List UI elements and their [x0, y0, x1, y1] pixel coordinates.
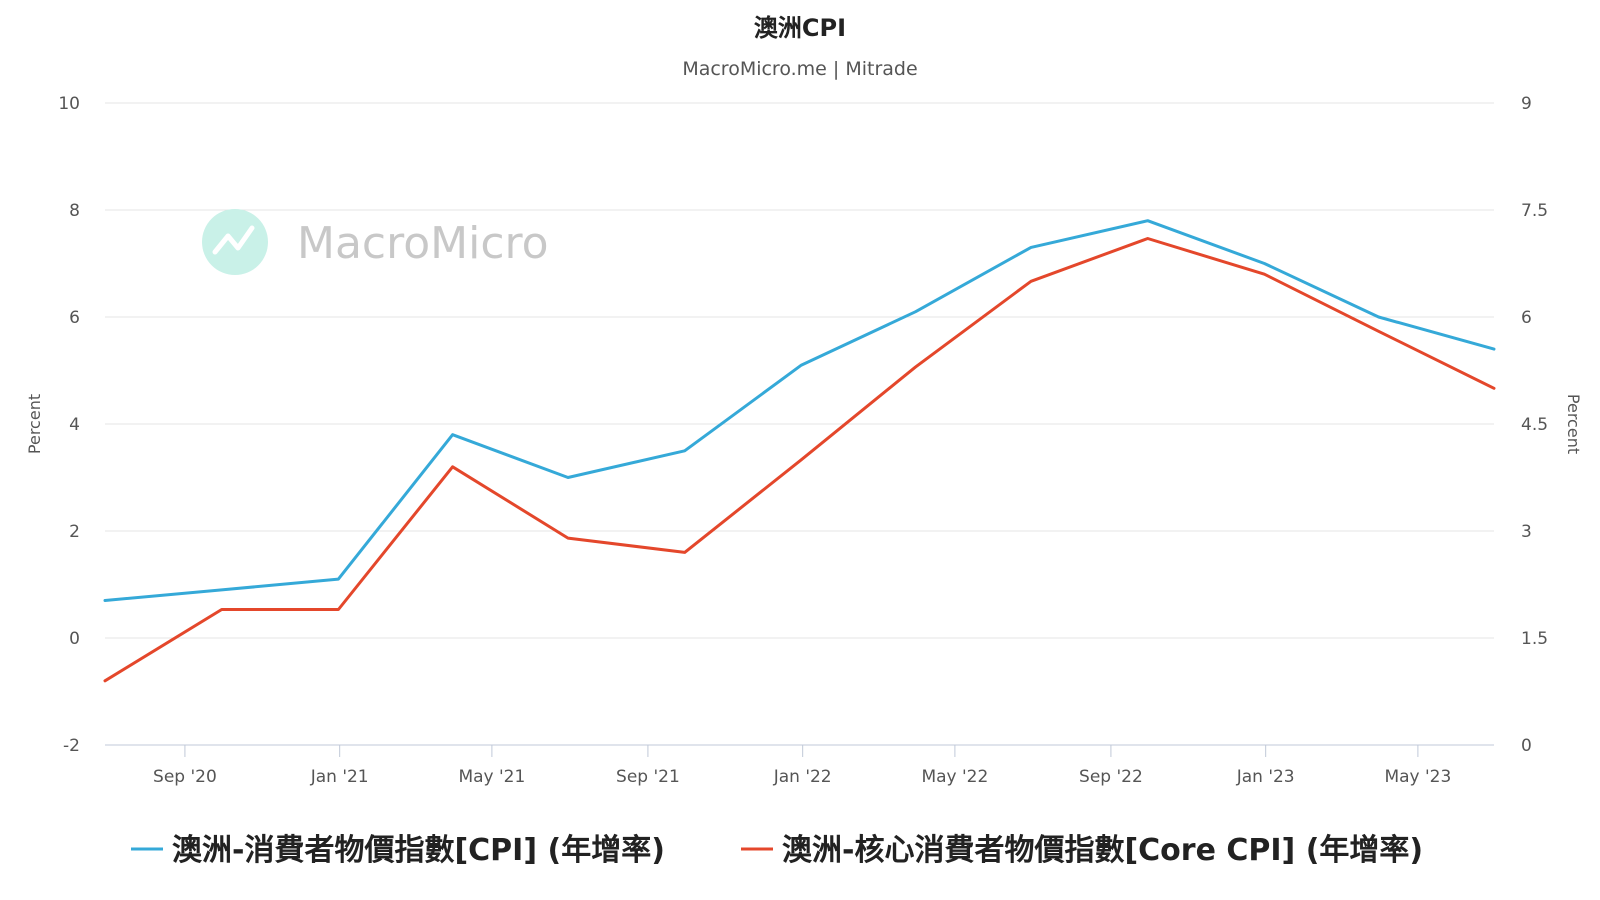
legend: 澳洲-消費者物價指數[CPI] (年增率) 澳洲-核心消費者物價指數[Core … — [131, 833, 1423, 868]
x-tick-label: May '23 — [1384, 767, 1451, 787]
y-right-tick-label: 1.5 — [1521, 629, 1548, 649]
legend-item-cpi[interactable]: 澳洲-消費者物價指數[CPI] (年增率) — [131, 833, 665, 868]
y-axis-left: -2 0 2 4 6 8 10 — [58, 94, 80, 756]
series-lines — [103, 219, 1496, 683]
x-tick-label: Sep '21 — [616, 767, 680, 787]
x-tick-label: May '22 — [921, 767, 988, 787]
y-left-tick-label: 4 — [69, 415, 80, 435]
watermark-text: MacroMicro — [297, 218, 549, 269]
y-axis-right: 0 1.5 3 4.5 6 7.5 9 — [1521, 94, 1548, 756]
y-right-tick-label: 9 — [1521, 94, 1532, 114]
y-left-tick-label: 2 — [69, 522, 80, 542]
legend-label-cpi: 澳洲-消費者物價指數[CPI] (年增率) — [172, 833, 665, 868]
x-tick-label: Jan '23 — [1236, 767, 1295, 787]
legend-label-core-cpi: 澳洲-核心消費者物價指數[Core CPI] (年增率) — [782, 833, 1423, 868]
x-tick-label: Sep '22 — [1079, 767, 1143, 787]
y-right-tick-label: 0 — [1521, 736, 1532, 756]
x-tick-label: Sep '20 — [153, 767, 217, 787]
y-right-tick-label: 6 — [1521, 308, 1532, 328]
y-axis-right-title: Percent — [1564, 394, 1583, 454]
y-axis-left-title: Percent — [25, 394, 44, 454]
y-left-tick-label: 6 — [69, 308, 80, 328]
series-line-core-cpi[interactable] — [103, 237, 1496, 683]
y-left-tick-label: 0 — [69, 629, 80, 649]
y-left-tick-label: -2 — [63, 736, 80, 756]
y-right-tick-label: 3 — [1521, 522, 1532, 542]
y-right-tick-label: 4.5 — [1521, 415, 1548, 435]
watermark: MacroMicro — [202, 209, 549, 275]
y-left-tick-label: 10 — [58, 94, 80, 114]
x-tick-label: Jan '21 — [310, 767, 369, 787]
x-tick-label: Jan '22 — [773, 767, 832, 787]
series-line-cpi[interactable] — [103, 219, 1496, 602]
watermark-logo-line — [212, 225, 255, 255]
y-left-tick-label: 8 — [69, 201, 80, 221]
chart-subtitle: MacroMicro.me | Mitrade — [682, 58, 917, 80]
y-right-tick-label: 7.5 — [1521, 201, 1548, 221]
chart-title: 澳洲CPI — [754, 14, 846, 42]
gridlines — [105, 102, 1494, 639]
x-tick-label: May '21 — [458, 767, 525, 787]
x-axis: Sep '20 Jan '21 May '21 Sep '21 Jan '22 May '… — [153, 745, 1451, 787]
legend-item-core-cpi[interactable]: 澳洲-核心消費者物價指數[Core CPI] (年增率) — [741, 833, 1423, 868]
